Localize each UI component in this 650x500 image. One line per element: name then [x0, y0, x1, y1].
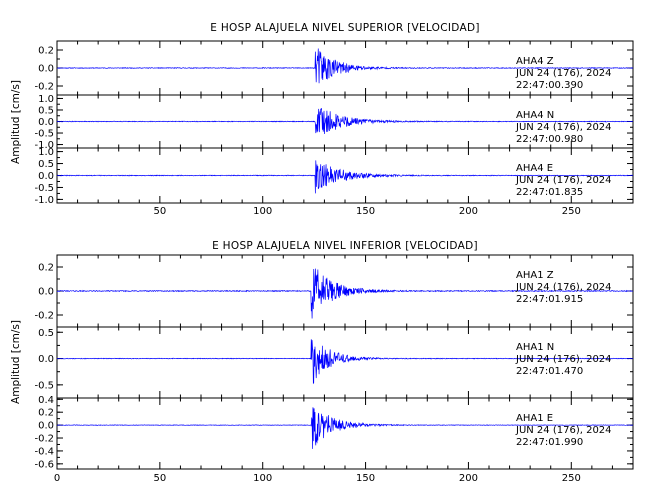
date-label: JUN 24 (176), 2024 [515, 282, 612, 293]
seismic-trace-line [56, 108, 634, 134]
station-label: AHA4 N [516, 110, 554, 121]
y-tick-label: -0.5 [34, 183, 54, 194]
chart-title: E HOSP ALAJUELA NIVEL INFERIOR [VELOCIDA… [212, 240, 478, 252]
chart-2: E HOSP ALAJUELA NIVEL INFERIOR [VELOCIDA… [10, 240, 634, 484]
seismic-trace-line [56, 268, 634, 319]
station-label: AHA1 E [516, 413, 553, 424]
date-label: JUN 24 (176), 2024 [515, 425, 612, 436]
x-tick-label: 250 [562, 473, 581, 484]
seismic-trace-line [56, 48, 634, 84]
x-tick-label: 50 [153, 473, 166, 484]
y-axis-label: Amplitud [cm/s] [10, 80, 22, 164]
chart-title: E HOSP ALAJUELA NIVEL SUPERIOR [VELOCIDA… [210, 22, 479, 34]
y-tick-label: 0.0 [38, 421, 54, 432]
y-axis-label: Amplitud [cm/s] [10, 320, 22, 404]
time-label: 22:47:01.470 [516, 366, 583, 377]
y-tick-label: 0.0 [38, 64, 54, 75]
y-tick-label: -0.2 [34, 82, 54, 93]
y-tick-label: 0.5 [38, 105, 54, 116]
x-tick-label: 250 [562, 206, 581, 217]
date-label: JUN 24 (176), 2024 [515, 175, 612, 186]
time-label: 22:47:01.990 [516, 437, 583, 448]
time-label: 22:47:00.390 [516, 80, 583, 91]
y-tick-label: 1.0 [38, 94, 54, 105]
y-tick-label: 0.0 [38, 117, 54, 128]
y-tick-label: -0.5 [34, 380, 54, 391]
station-label: AHA4 Z [516, 56, 554, 67]
seismic-trace-line [56, 407, 634, 449]
x-tick-label: 100 [253, 473, 272, 484]
y-tick-label: 0.2 [38, 263, 54, 274]
y-tick-label: 0.5 [38, 159, 54, 170]
y-tick-label: 0.0 [38, 354, 54, 365]
y-tick-label: -0.2 [34, 311, 54, 322]
y-tick-label: -0.4 [34, 446, 54, 457]
y-tick-label: 0.0 [38, 171, 54, 182]
x-tick-label: 150 [356, 206, 375, 217]
y-tick-label: 0.2 [38, 46, 54, 57]
x-tick-label: 50 [153, 206, 166, 217]
y-tick-label: -0.5 [34, 129, 54, 140]
x-tick-label: 150 [356, 473, 375, 484]
y-tick-label: -1.0 [34, 140, 54, 151]
y-tick-label: 0.0 [38, 287, 54, 298]
seismic-trace-line [56, 160, 634, 194]
date-label: JUN 24 (176), 2024 [515, 68, 612, 79]
y-tick-label: -0.2 [34, 434, 54, 445]
date-label: JUN 24 (176), 2024 [515, 354, 612, 365]
y-tick-label: 0.5 [38, 328, 54, 339]
station-label: AHA1 Z [516, 270, 554, 281]
y-tick-label: 1.0 [38, 147, 54, 158]
y-tick-label: -1.0 [34, 195, 54, 206]
x-tick-label: 100 [253, 206, 272, 217]
time-label: 22:47:01.835 [516, 187, 583, 198]
x-tick-label: 200 [459, 473, 478, 484]
y-tick-label: -0.6 [34, 459, 54, 470]
time-label: 22:47:00.980 [516, 134, 583, 145]
y-tick-label: 0.2 [38, 408, 54, 419]
x-tick-label: 200 [459, 206, 478, 217]
time-label: 22:47:01.915 [516, 294, 583, 305]
station-label: AHA4 E [516, 163, 553, 174]
chart-1: E HOSP ALAJUELA NIVEL SUPERIOR [VELOCIDA… [10, 22, 634, 217]
date-label: JUN 24 (176), 2024 [515, 122, 612, 133]
x-tick-label: 0 [54, 473, 60, 484]
y-tick-label: 0.4 [38, 395, 54, 406]
seismic-trace-line [56, 339, 634, 385]
station-label: AHA1 N [516, 342, 554, 353]
